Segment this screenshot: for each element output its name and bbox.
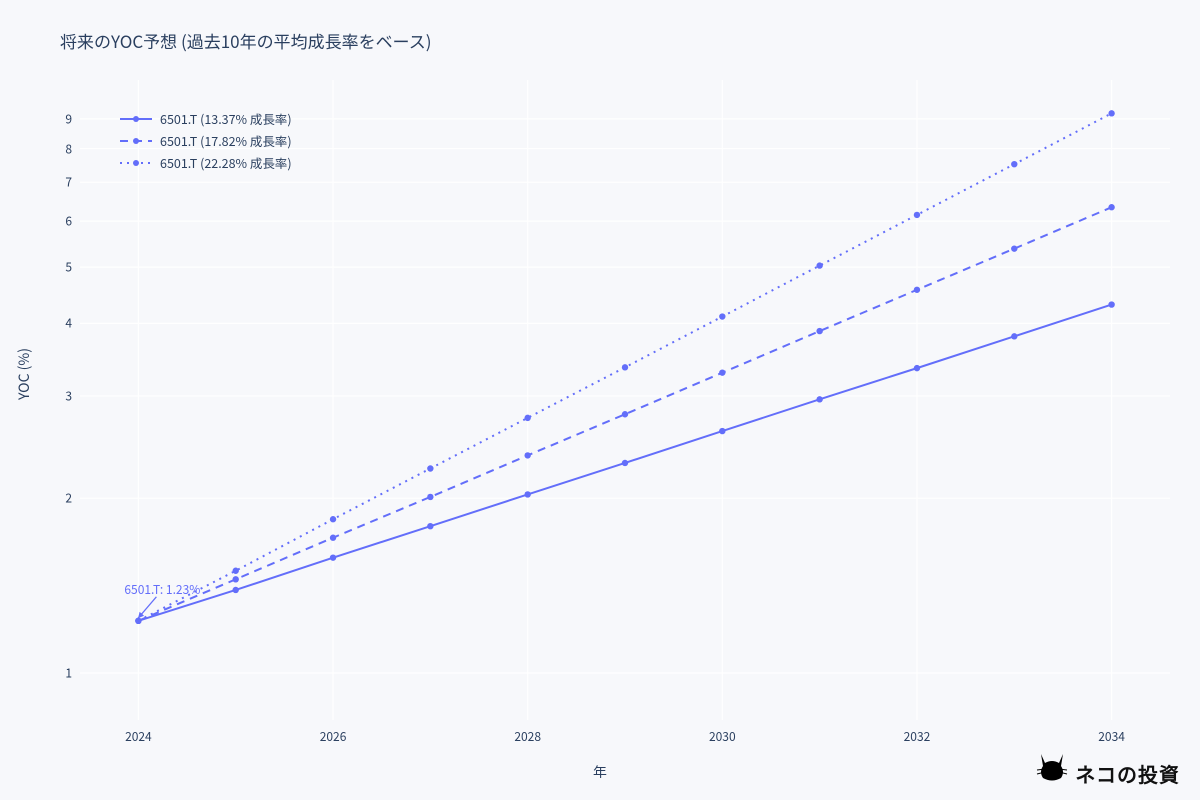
x-tick: 2026 [320, 720, 347, 745]
legend-swatch [120, 157, 152, 169]
legend-swatch [120, 113, 152, 125]
y-tick: 9 [65, 110, 80, 127]
legend-label: 6501.T (17.82% 成長率) [160, 130, 292, 152]
legend: 6501.T (13.37% 成長率)6501.T (17.82% 成長率)65… [120, 108, 292, 174]
x-tick: 2024 [125, 720, 152, 745]
watermark: ネコの投資 [1035, 752, 1180, 788]
x-tick: 2034 [1098, 720, 1125, 745]
y-axis-label: YOC (%) [14, 348, 34, 400]
annotation-label: 6501.T: 1.23% [124, 581, 200, 598]
y-tick: 5 [65, 259, 80, 276]
legend-label: 6501.T (22.28% 成長率) [160, 152, 292, 174]
x-tick: 2028 [514, 720, 541, 745]
plot-area: 123456789202420262028203020322034 [80, 80, 1170, 720]
chart-container: 将来のYOC予想 (過去10年の平均成長率をベース) YOC (%) 12345… [0, 0, 1200, 800]
legend-label: 6501.T (13.37% 成長率) [160, 108, 292, 130]
y-tick: 8 [65, 140, 80, 157]
legend-item[interactable]: 6501.T (17.82% 成長率) [120, 130, 292, 152]
y-tick: 2 [65, 490, 80, 507]
watermark-text: ネコの投資 [1075, 759, 1180, 788]
x-axis-label: 年 [593, 762, 607, 782]
legend-swatch [120, 135, 152, 147]
chart-title: 将来のYOC予想 (過去10年の平均成長率をベース) [60, 28, 432, 53]
y-tick: 4 [65, 315, 80, 332]
cat-icon [1035, 752, 1069, 782]
chart-svg [80, 80, 1170, 720]
x-tick: 2032 [904, 720, 931, 745]
y-tick: 3 [65, 387, 80, 404]
y-tick: 7 [65, 174, 80, 191]
legend-item[interactable]: 6501.T (22.28% 成長率) [120, 152, 292, 174]
legend-item[interactable]: 6501.T (13.37% 成長率) [120, 108, 292, 130]
x-tick: 2030 [709, 720, 736, 745]
y-tick: 6 [65, 213, 80, 230]
y-tick: 1 [65, 665, 80, 682]
